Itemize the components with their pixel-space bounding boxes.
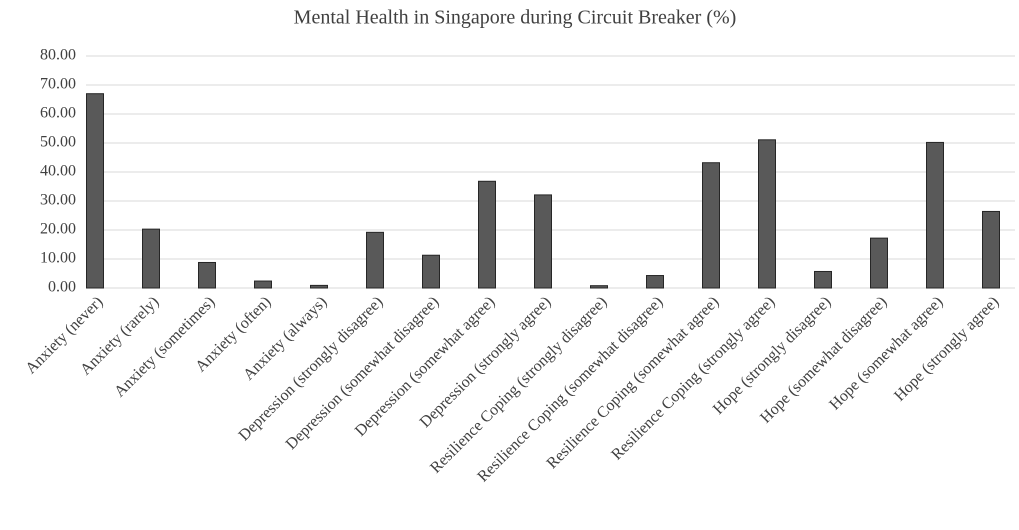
x-tick-label: Hope (somewhat agree) [826, 293, 946, 413]
y-tick-label: 10.00 [40, 250, 76, 267]
y-tick-label: 40.00 [40, 163, 76, 180]
x-tick-label: Hope (strongly agree) [891, 293, 1002, 404]
y-tick-label: 30.00 [40, 192, 76, 209]
bar [310, 284, 328, 289]
bar [590, 285, 608, 289]
y-tick-label: 80.00 [40, 47, 76, 64]
y-tick-label: 50.00 [40, 134, 76, 151]
bar [366, 231, 384, 289]
y-tick-label: 0.00 [48, 279, 76, 296]
bar [534, 194, 552, 289]
bar [198, 261, 216, 289]
bar [86, 93, 104, 289]
bar [422, 254, 440, 289]
bar [646, 275, 664, 289]
bar [142, 228, 160, 289]
bar [758, 139, 776, 289]
bar [982, 210, 1000, 289]
bar [926, 141, 944, 289]
bar [870, 237, 888, 289]
chart-title: Mental Health in Singapore during Circui… [294, 7, 737, 29]
bar [254, 280, 272, 289]
y-tick-label: 20.00 [40, 221, 76, 238]
x-tick-label: Anxiety (sometimes) [111, 293, 218, 400]
y-tick-label: 70.00 [40, 76, 76, 93]
bar [702, 162, 720, 289]
bar [478, 180, 496, 289]
bar [814, 270, 832, 289]
y-tick-label: 60.00 [40, 105, 76, 122]
